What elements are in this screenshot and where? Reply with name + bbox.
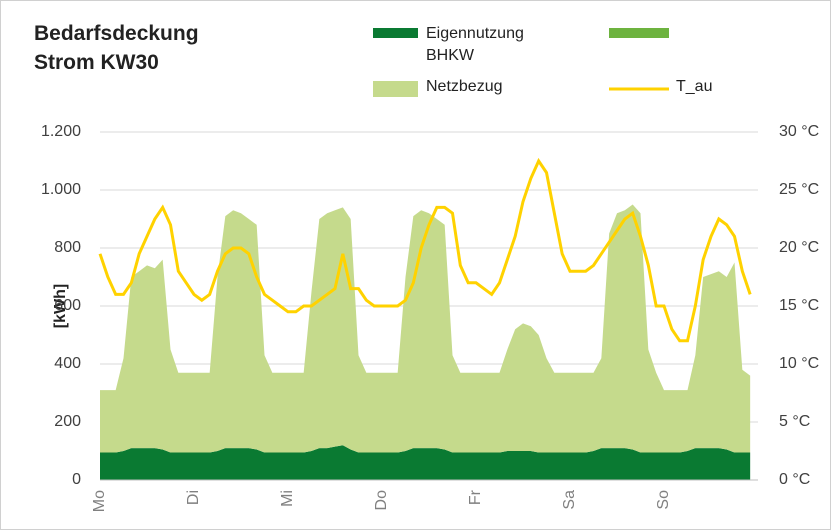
y2-tick-label: 15 °C bbox=[779, 297, 819, 314]
legend-swatch bbox=[609, 28, 669, 38]
y-tick-label: 400 bbox=[54, 355, 81, 372]
x-tick-label: Sa bbox=[561, 490, 578, 510]
y2-tick-label: 30 °C bbox=[779, 123, 819, 140]
y-tick-label: 200 bbox=[54, 413, 81, 430]
x-tick-label: Fr bbox=[467, 489, 484, 505]
y2-tick-label: 10 °C bbox=[779, 355, 819, 372]
legend-label: Netzbezug bbox=[426, 78, 503, 95]
y2-tick-label: 5 °C bbox=[779, 413, 810, 430]
legend-swatch bbox=[373, 81, 418, 97]
x-tick-label: Do bbox=[373, 490, 390, 511]
legend-swatch bbox=[373, 28, 418, 38]
y-tick-label: 600 bbox=[54, 297, 81, 314]
x-tick-label: Mo bbox=[91, 490, 108, 512]
area bbox=[100, 445, 751, 480]
legend-label: Eigennutzung BHKW bbox=[426, 25, 524, 64]
x-tick-label: Mi bbox=[279, 490, 296, 507]
x-tick-label: So bbox=[655, 490, 672, 510]
chart-title: Bedarfsdeckung Strom KW30 bbox=[34, 22, 199, 74]
area bbox=[100, 204, 751, 453]
y2-tick-label: 25 °C bbox=[779, 181, 819, 198]
y-tick-label: 1.000 bbox=[41, 181, 81, 198]
line bbox=[98, 157, 752, 343]
y2-tick-label: 20 °C bbox=[779, 239, 819, 256]
x-tick-label: Di bbox=[185, 490, 202, 505]
y-axis-label: [kWh] bbox=[52, 284, 69, 328]
y2-tick-label: 0 °C bbox=[779, 471, 810, 488]
y-tick-label: 1.200 bbox=[41, 123, 81, 140]
y-tick-label: 800 bbox=[54, 239, 81, 256]
y-tick-label: 0 bbox=[72, 471, 81, 488]
legend-label: T_au bbox=[676, 78, 713, 95]
